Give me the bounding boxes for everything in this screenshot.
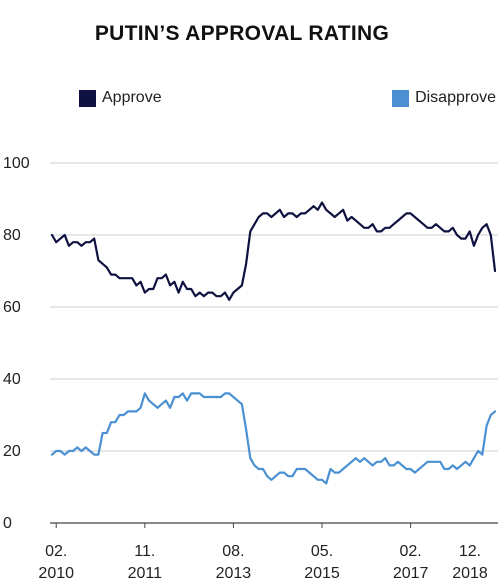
y-tick-label-80: 80	[3, 227, 21, 244]
x-tick-year-2011-11: 2011	[128, 565, 163, 582]
series-line-approve	[50, 201, 497, 301]
legend-swatch-approve	[79, 89, 96, 107]
x-tick-month-2010-02: 02.	[45, 543, 67, 560]
x-tick-month-2013-08: 08.	[222, 543, 244, 560]
x-tick-year-2015-05: 2015	[304, 565, 340, 582]
x-tick-year-2017-02: 2017	[393, 565, 429, 582]
x-tick-year-2010-02: 2010	[38, 565, 74, 582]
x-tick-month-2011-11: 11.	[134, 543, 155, 560]
x-tick-month-2018-12: 12.	[459, 543, 481, 560]
x-tick-month-2017-02: 02.	[399, 543, 421, 560]
x-tick-year-2018-12: 2018	[452, 565, 488, 582]
y-tick-label-0: 0	[3, 515, 12, 532]
legend-item-disapprove: Disapprove	[392, 88, 496, 108]
chart-title: PUTIN’S APPROVAL RATING	[94, 22, 390, 45]
y-tick-label-60: 60	[3, 299, 21, 316]
legend-label-disapprove: Disapprove	[415, 89, 496, 106]
series-line-disapprove	[50, 392, 497, 485]
legend-item-approve: Approve	[79, 88, 162, 108]
x-tick-month-2015-05: 05.	[311, 543, 333, 560]
legend-swatch-disapprove	[392, 89, 410, 107]
y-tick-label-100: 100	[3, 155, 30, 172]
legend-label-approve: Approve	[102, 89, 162, 106]
x-tick-year-2013-08: 2013	[216, 565, 252, 582]
y-tick-label-20: 20	[3, 443, 21, 460]
y-tick-label-40: 40	[3, 371, 21, 388]
